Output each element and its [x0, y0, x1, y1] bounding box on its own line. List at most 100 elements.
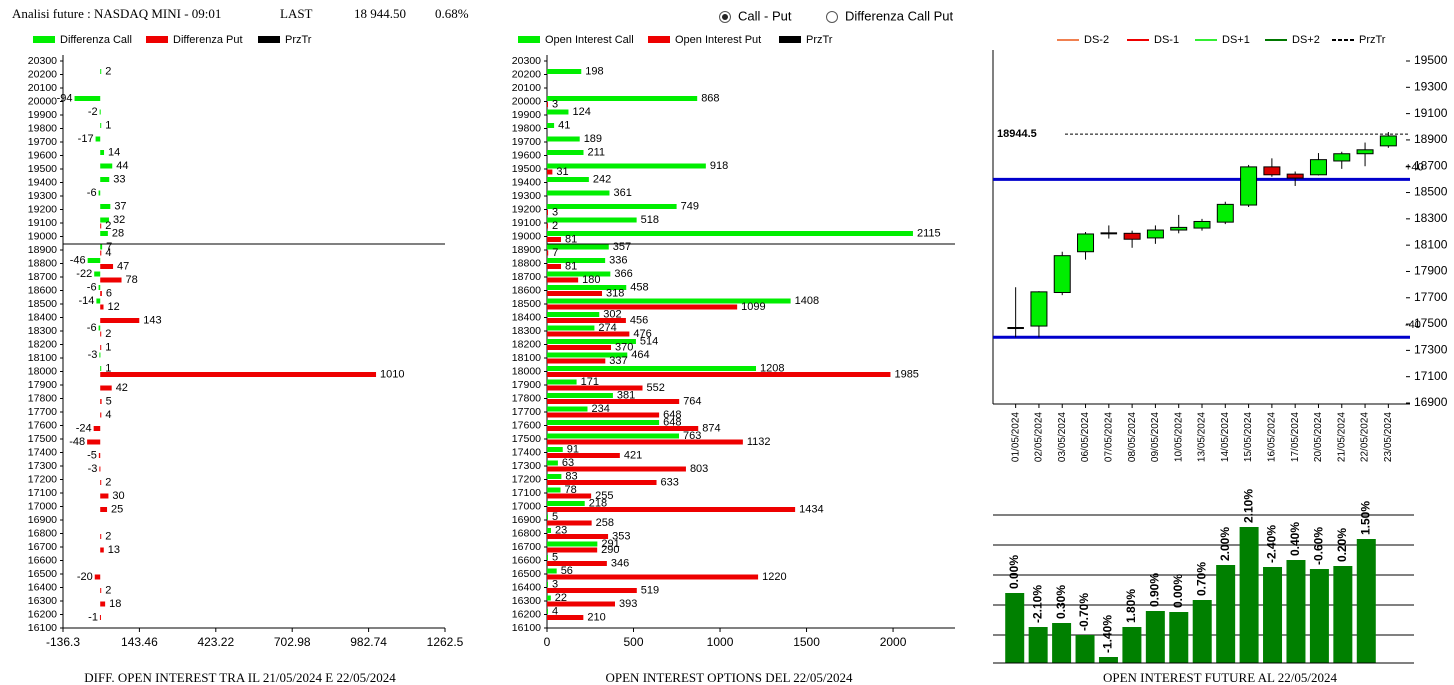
- y-tick-label: 19300: [28, 190, 57, 202]
- value-label: 1: [105, 341, 111, 353]
- value-label: 302: [603, 308, 621, 320]
- bar: [100, 547, 104, 553]
- y-tick-label: 16600: [28, 554, 57, 566]
- bar: [1239, 527, 1259, 663]
- y-tick-label: 16100: [512, 622, 541, 634]
- candle-body: [1170, 226, 1188, 231]
- bar: [1098, 657, 1118, 663]
- y-tick-label: 20300: [28, 55, 57, 67]
- y-tick-label: 18900: [512, 244, 541, 256]
- y-tick-label: 18900: [28, 244, 57, 256]
- bar: [547, 466, 686, 472]
- bar: [1333, 566, 1353, 663]
- value-label: 2: [105, 65, 111, 77]
- bar: [547, 507, 796, 512]
- value-label: 210: [587, 611, 605, 623]
- value-label: 198: [585, 65, 603, 77]
- bar: [547, 426, 699, 431]
- bar: [547, 601, 615, 607]
- value-label: -46: [70, 254, 86, 266]
- bar: [100, 507, 108, 512]
- value-label: 361: [613, 187, 631, 199]
- y-tick-label: 16400: [512, 581, 541, 593]
- bar: [547, 514, 548, 520]
- radio-button[interactable]: [826, 11, 838, 23]
- x-tick-label: 1000: [707, 635, 734, 649]
- legend-label: Differenza Call: [60, 34, 132, 46]
- bar: [547, 480, 657, 485]
- x-tick-label: 03/05/2024: [1057, 412, 1068, 462]
- value-label: 1132: [747, 436, 771, 448]
- value-label: 337: [609, 355, 627, 367]
- y-tick-label: 16300: [512, 595, 541, 607]
- value-label: -24: [76, 422, 92, 434]
- y-tick-label: 17300: [512, 460, 541, 472]
- y-tick-label: 16300: [28, 595, 57, 607]
- value-label: -1: [88, 611, 98, 623]
- bar-label: 1.50%: [1358, 501, 1372, 535]
- value-label: 5: [552, 551, 558, 563]
- value-label: 37: [114, 200, 126, 212]
- bar: [100, 480, 102, 485]
- bar-label: 0.40%: [1288, 522, 1302, 556]
- radio-label[interactable]: Differenza Call Put: [845, 8, 954, 23]
- bar-label: 0.90%: [1148, 573, 1162, 607]
- value-label: 3: [552, 98, 558, 110]
- bar: [547, 541, 598, 547]
- bar: [94, 574, 101, 580]
- y-tick-label: 16900: [1414, 395, 1448, 409]
- bar: [547, 420, 660, 425]
- y-tick-label: 17800: [512, 392, 541, 404]
- bar: [547, 244, 609, 250]
- value-label: 353: [612, 530, 630, 542]
- value-label: 255: [595, 490, 613, 502]
- y-tick-label: 18300: [28, 325, 57, 337]
- value-label: -3: [88, 349, 98, 361]
- x-tick-label: 23/05/2024: [1383, 412, 1394, 462]
- value-label: 42: [116, 382, 128, 394]
- value-label: 370: [615, 341, 633, 353]
- x-tick-label: 14/05/2024: [1220, 412, 1231, 462]
- bar: [1192, 600, 1212, 663]
- bar: [1286, 560, 1306, 663]
- bar: [99, 352, 101, 358]
- value-label: -6: [87, 281, 97, 293]
- bar: [547, 109, 569, 115]
- y-tick-label: 17100: [1414, 369, 1448, 383]
- y-tick-label: 17500: [512, 433, 541, 445]
- value-label: 918: [710, 160, 728, 172]
- x-tick-label: 22/05/2024: [1360, 412, 1371, 462]
- radio-dot: [722, 14, 728, 20]
- value-label: -14: [78, 295, 94, 307]
- x-tick-label: 10/05/2024: [1173, 412, 1184, 462]
- radio-label[interactable]: Call - Put: [738, 8, 792, 23]
- value-label: 7: [106, 241, 112, 253]
- bar: [100, 123, 102, 128]
- legend-label: DS-1: [1154, 34, 1179, 46]
- bar: [1216, 565, 1236, 663]
- y-tick-label: 18200: [28, 338, 57, 350]
- bar: [547, 399, 680, 404]
- bar: [547, 453, 620, 458]
- y-tick-label: 17500: [28, 433, 57, 445]
- value-label: 464: [631, 349, 649, 361]
- y-tick-label: 16900: [512, 514, 541, 526]
- bar: [98, 285, 101, 290]
- y-tick-label: 19000: [28, 230, 57, 242]
- y-tick-label: 16400: [28, 581, 57, 593]
- legend-label: PrzTr: [806, 34, 833, 46]
- y-tick-label: 17600: [28, 419, 57, 431]
- value-label: 291: [601, 538, 619, 550]
- value-label: 2: [105, 328, 111, 340]
- value-label: 1099: [741, 301, 765, 313]
- value-label: 234: [591, 403, 609, 415]
- value-label: -94: [57, 92, 73, 104]
- change: 0.68%: [435, 6, 469, 21]
- bar: [547, 231, 913, 236]
- level-label: -40: [1405, 319, 1421, 331]
- bar: [1075, 635, 1095, 663]
- y-tick-label: 18500: [1414, 185, 1448, 199]
- y-tick-label: 18000: [28, 365, 57, 377]
- y-tick-label: 20100: [512, 82, 541, 94]
- y-tick-label: 19700: [28, 136, 57, 148]
